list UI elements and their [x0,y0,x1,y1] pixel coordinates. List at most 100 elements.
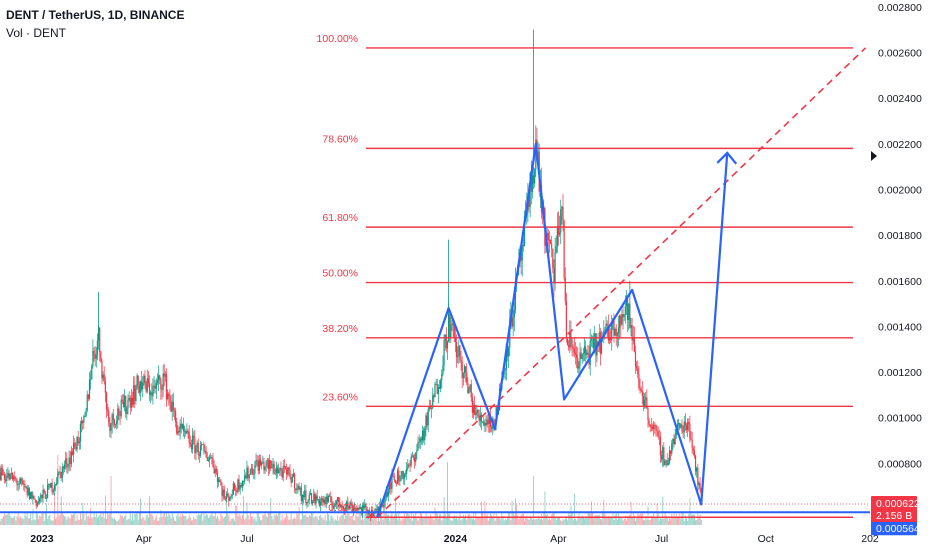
candle [564,267,566,305]
volume-bar [178,516,180,525]
candle [125,395,127,419]
candle [232,481,234,495]
candle [444,334,446,351]
candle-body [521,245,523,261]
candle-body [146,378,148,392]
volume-indicator-label[interactable]: Vol · DENT [6,26,67,40]
candle-body [155,383,157,389]
candle-body [476,409,478,413]
candle-body [159,375,161,379]
candle-body [65,458,67,465]
volume-bar [34,519,36,525]
candle-body [245,475,247,479]
candle-body [150,392,152,395]
candle [336,496,339,506]
candle-body [259,459,262,466]
candle-body [167,393,169,400]
candle [442,355,444,377]
volume-bar [221,515,223,525]
candle-body [143,375,145,383]
candle [169,388,171,411]
volume-bar [507,517,508,525]
volume-bar [69,518,71,525]
candle [603,320,605,344]
volume-bar [237,516,239,525]
candle-body [284,466,287,470]
candle-body [671,443,673,454]
volume-bar [572,520,574,525]
volume-bar [684,515,686,525]
candle [469,384,471,393]
candle-body [314,493,316,504]
candle-body [464,366,467,373]
candle-body [196,443,198,446]
volume-bar [266,517,268,525]
candle-body [692,448,694,451]
candle-body [237,479,239,492]
candle [466,363,468,386]
volume-bar [346,515,348,525]
volume-bar [73,514,75,525]
candle-body [281,471,283,478]
volume-bar [36,514,38,525]
candle-body [376,508,378,514]
candle-body [168,393,170,396]
volume-bar [91,518,93,525]
candle [341,500,343,511]
candle [193,431,195,445]
volume-bar [99,515,101,525]
candle-body [238,479,240,490]
fibonacci-retracement[interactable]: 100.00%78.60%61.80%50.00%38.20%23.60%0.0… [0,33,870,518]
candle [290,473,292,488]
candle [280,461,282,477]
candle [197,438,199,460]
volume-bar [422,517,424,525]
candle [188,424,190,449]
candle [474,395,476,416]
candle [568,340,570,351]
volume-bar [231,518,233,525]
candle-body [231,494,233,497]
volume-bar [161,517,163,525]
volume-bar [576,520,578,525]
candle-body [410,456,412,466]
volume-bar [648,520,650,525]
candle-body [272,463,274,468]
volume-bar [545,514,547,525]
volume-bar [200,514,202,525]
candle-body [547,232,549,241]
candle [148,375,151,402]
volume-bar [252,516,254,525]
candle [223,485,225,501]
candle-body [1,467,3,475]
volume-bar [598,515,600,525]
drawings[interactable] [0,47,870,518]
candle-body [386,492,389,497]
volume-bar [365,512,367,525]
candle-body [316,495,318,501]
candle [680,423,682,429]
volume-bar [527,518,529,525]
candle [12,474,15,483]
candle-body [293,473,296,489]
candle-body [179,423,181,433]
candle-body [307,500,309,503]
candle [253,469,255,479]
candle [186,423,188,434]
candle [179,419,181,440]
candle-body [189,442,191,445]
candle-body [457,355,459,358]
candle-body [569,332,571,348]
volume-bar [673,513,675,525]
candle [333,502,335,513]
candle-body [211,456,213,459]
candle [419,436,421,449]
candle-body [52,489,54,493]
candle [147,370,149,388]
candle [638,365,640,391]
volume-bar [210,514,212,525]
candle [297,483,299,494]
volume-bar [141,518,143,525]
candle-body [195,445,197,454]
